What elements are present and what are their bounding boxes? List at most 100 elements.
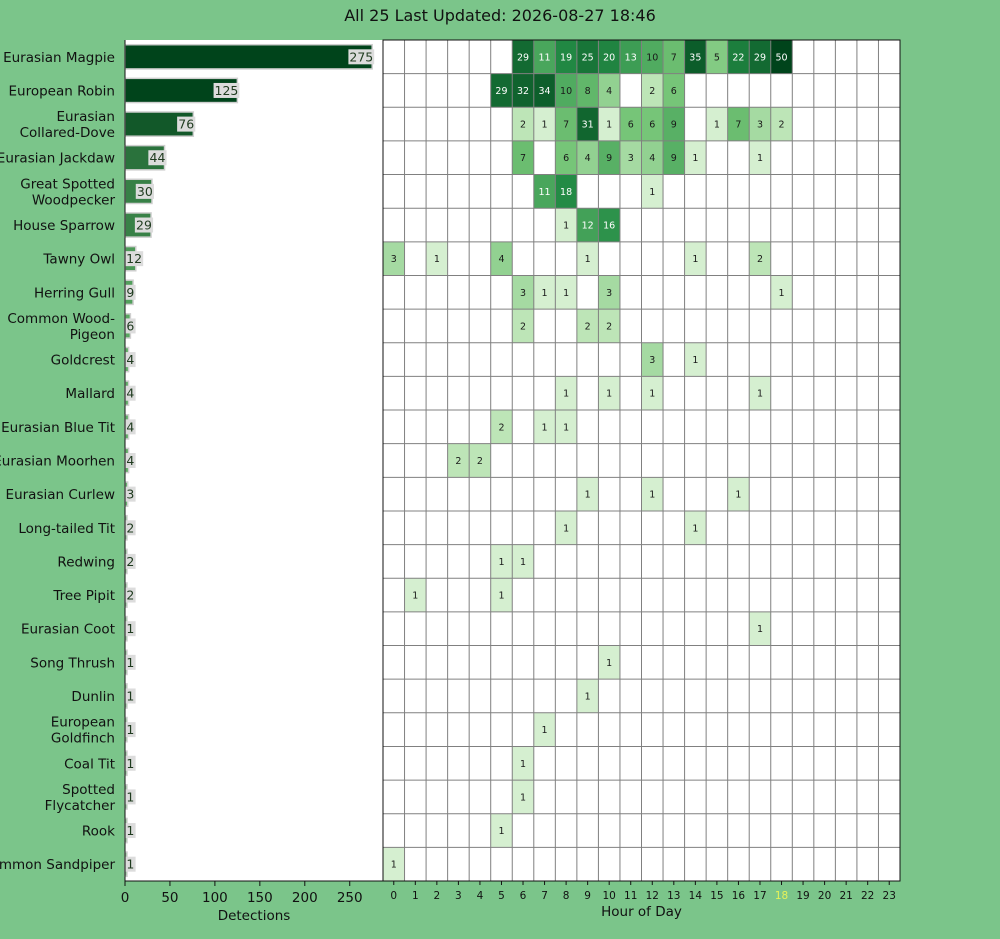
heatmap-cell-value: 1: [585, 254, 591, 265]
hour-tick-label: 22: [861, 890, 874, 902]
heatmap-cell-value: 7: [671, 52, 677, 63]
category-label: Tawny Owl: [42, 252, 115, 268]
heatmap-cell-value: 9: [671, 153, 677, 164]
heatmap-cell: [555, 174, 577, 209]
bar-value-label: 1: [126, 789, 134, 804]
heatmap-cell: [684, 342, 707, 377]
hour-tick-label: 1: [412, 890, 419, 902]
heatmap-cell-value: 1: [585, 691, 591, 702]
heatmap-cell-value: 1: [606, 120, 612, 131]
heatmap-cell-value: 22: [732, 52, 744, 63]
bar-value-label: 1: [126, 621, 134, 636]
heatmap-cell-value: 1: [542, 725, 548, 736]
bar-value-label: 1: [126, 857, 134, 872]
x-tick-label: 100: [202, 890, 228, 906]
heatmap-cell: [684, 140, 707, 175]
heatmap-cell-value: 4: [606, 86, 612, 97]
heatmap-cell: [706, 40, 728, 74]
heatmap-cell-value: 1: [585, 490, 591, 501]
category-label: Coal Tit: [64, 756, 115, 772]
heatmap-cell-value: 11: [539, 52, 551, 63]
heatmap-cell-value: 1: [757, 624, 763, 635]
heatmap-cell: [598, 275, 620, 310]
heatmap-cell: [576, 241, 599, 276]
chart-title: All 25 Last Updated: 2026-08-27 18:46: [344, 6, 656, 25]
heatmap-cell: [512, 40, 534, 74]
category-label: Woodpecker: [32, 192, 116, 208]
bar-label-bg: [125, 755, 136, 771]
bar-label-bg: [125, 385, 136, 401]
heatmap-cell: [555, 208, 577, 242]
bar-label-bg: [148, 150, 167, 166]
heatmap-cell: [576, 477, 599, 511]
heatmap-cell-value: 1: [542, 422, 548, 433]
heatmap-cell-value: 1: [735, 490, 741, 501]
heatmap-cell-value: 35: [689, 52, 701, 63]
heatmap-cell: [663, 40, 685, 74]
heatmap-cell-value: 2: [477, 456, 483, 467]
heatmap-cell: [576, 40, 599, 74]
hour-tick-label: 14: [689, 890, 703, 902]
heatmap-cell: [598, 140, 620, 175]
heatmap-cell-value: 32: [517, 86, 529, 97]
heatmap-cell: [641, 342, 664, 377]
bar-label-bg: [135, 183, 154, 199]
heatmap-cell-value: 25: [582, 52, 594, 63]
heatmap-cell: [490, 241, 513, 276]
heatmap-cell: [512, 309, 534, 343]
heatmap-frame: [382, 39, 901, 882]
heatmap-cell: [770, 275, 793, 310]
bar-panel: [125, 40, 383, 881]
bar-label-bg: [125, 621, 136, 637]
bar-value-label: 4: [126, 419, 134, 434]
heatmap-cell-value: 1: [498, 557, 504, 568]
bar-label-bg: [125, 553, 136, 569]
heatmap-cell: [555, 376, 577, 411]
heatmap-cell: [641, 107, 664, 141]
bar-value-label: 1: [126, 722, 134, 737]
heatmap-cell-value: 1: [542, 120, 548, 131]
heatmap-cell-value: 9: [671, 120, 677, 131]
bar-value-label: 9: [126, 285, 134, 300]
heatmap-cell-value: 3: [606, 288, 612, 299]
heatmap-cell-value: 2: [757, 254, 763, 265]
hour-tick-label: 21: [839, 890, 852, 902]
heatmap-cell-value: 1: [391, 860, 397, 871]
bar-value-label: 2: [126, 588, 134, 603]
heatmap-cell-value: 1: [563, 422, 569, 433]
heatmap-cell-value: 1: [520, 557, 526, 568]
category-label: Common Wood-: [7, 311, 115, 327]
hour-tick-label: 9: [584, 890, 591, 902]
heatmap-cell-value: 1: [649, 187, 655, 198]
category-label: European Robin: [8, 83, 115, 99]
bar-label-bg: [125, 486, 136, 502]
heatmap-cell-value: 10: [646, 52, 658, 63]
bar-value-label: 6: [126, 318, 134, 333]
hour-tick-label: 13: [667, 890, 680, 902]
bar-label-bg: [125, 722, 136, 738]
heatmap-cell-value: 5: [714, 52, 720, 63]
hour-tick-label: 7: [541, 890, 548, 902]
heatmap-cell: [684, 510, 707, 545]
category-label: House Sparrow: [13, 218, 115, 234]
hour-tick-label: 4: [477, 890, 484, 902]
heatmap-cell-value: 1: [520, 759, 526, 770]
x-tick-label: 200: [292, 890, 318, 906]
heatmap-cell: [641, 140, 664, 175]
heatmap-cell: [533, 410, 556, 444]
heatmap-cell: [533, 107, 556, 141]
heatmap-cell: [533, 73, 556, 108]
bar-value-label: 1: [126, 756, 134, 771]
heatmap-cell-value: 2: [520, 120, 526, 131]
heatmap-cell-value: 1: [692, 523, 698, 534]
heatmap-cell: [727, 477, 750, 511]
heatmap-cell: [555, 40, 577, 74]
heatmap-cell: [383, 847, 405, 881]
bar-value-label: 3: [126, 487, 134, 502]
heatmap-cell: [555, 107, 577, 141]
heatmap-cell: [447, 443, 470, 478]
bar-label-bg: [125, 654, 136, 670]
hour-tick-label: 0: [390, 890, 397, 902]
heatmap-cell: [512, 107, 534, 141]
